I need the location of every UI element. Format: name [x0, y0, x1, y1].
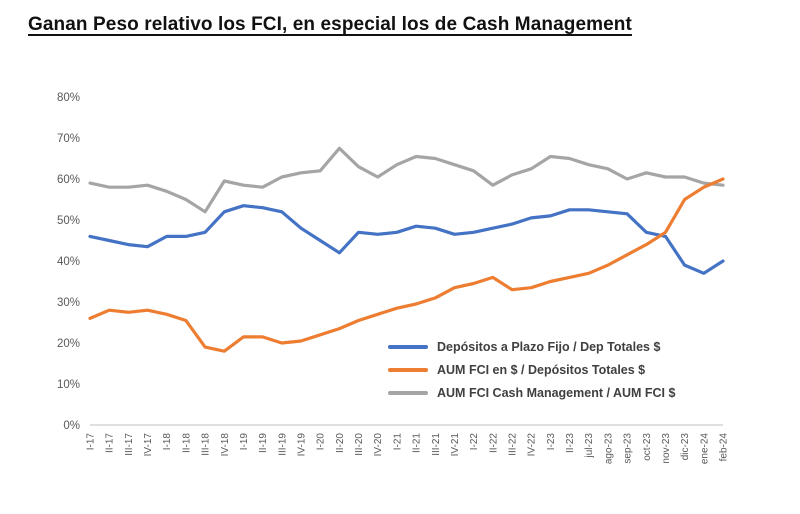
svg-text:dic-23: dic-23 — [680, 433, 691, 461]
svg-text:IV-21: IV-21 — [450, 433, 461, 457]
svg-text:II-22: II-22 — [488, 433, 499, 453]
chart-canvas: 0% 10% 20% 30% 40% 50% 60% 70% 80% I-17 II-17 III-1… — [57, 92, 730, 465]
legend-item-cash-management: AUM FCI Cash Management / AUM FCI $ — [388, 386, 675, 400]
line-chart: 0% 10% 20% 30% 40% 50% 60% 70% 80% I-17 II-17 III-1… — [28, 62, 773, 502]
chart-title: Ganan Peso relativo los FCI, en especial… — [28, 14, 632, 35]
svg-text:ago-23: ago-23 — [603, 433, 614, 465]
svg-text:III-18: III-18 — [201, 433, 212, 456]
svg-text:III-22: III-22 — [508, 433, 519, 456]
svg-text:I-19: I-19 — [239, 433, 250, 451]
legend-swatch-gray — [388, 391, 428, 395]
svg-text:III-19: III-19 — [277, 433, 288, 456]
legend-label: AUM FCI Cash Management / AUM FCI $ — [437, 386, 676, 400]
svg-text:I-17: I-17 — [86, 433, 97, 451]
legend-swatch-orange — [388, 368, 428, 372]
chart-legend: Depósitos a Plazo Fijo / Dep Totales $ A… — [388, 340, 675, 400]
svg-text:I-22: I-22 — [469, 433, 480, 451]
legend-swatch-blue — [388, 345, 428, 349]
svg-text:IV-19: IV-19 — [297, 433, 308, 457]
svg-text:I-20: I-20 — [316, 433, 327, 451]
svg-text:80%: 80% — [57, 92, 80, 104]
svg-text:I-23: I-23 — [546, 433, 557, 451]
svg-text:III-17: III-17 — [124, 433, 135, 456]
svg-text:II-21: II-21 — [412, 433, 423, 453]
svg-text:sep-23: sep-23 — [623, 433, 634, 464]
svg-text:40%: 40% — [57, 256, 80, 268]
legend-item-depositos: Depósitos a Plazo Fijo / Dep Totales $ — [388, 340, 675, 354]
legend-label: Depósitos a Plazo Fijo / Dep Totales $ — [437, 340, 661, 354]
svg-text:ene-24: ene-24 — [699, 433, 710, 465]
svg-text:III-20: III-20 — [354, 433, 365, 456]
svg-text:IV-17: IV-17 — [143, 433, 154, 457]
svg-text:I-18: I-18 — [162, 433, 173, 451]
svg-text:IV-18: IV-18 — [220, 433, 231, 457]
svg-text:70%: 70% — [57, 133, 80, 145]
svg-text:nov-23: nov-23 — [661, 433, 672, 464]
svg-text:II-18: II-18 — [181, 433, 192, 453]
svg-text:10%: 10% — [57, 379, 80, 391]
svg-text:III-21: III-21 — [431, 433, 442, 456]
svg-text:IV-20: IV-20 — [373, 433, 384, 457]
svg-text:II-20: II-20 — [335, 433, 346, 453]
svg-text:20%: 20% — [57, 338, 80, 350]
svg-text:I-21: I-21 — [392, 433, 403, 451]
svg-text:II-17: II-17 — [105, 433, 116, 453]
svg-text:0%: 0% — [63, 420, 80, 432]
svg-text:II-19: II-19 — [258, 433, 269, 453]
svg-text:II-23: II-23 — [565, 433, 576, 453]
svg-text:60%: 60% — [57, 174, 80, 186]
svg-text:30%: 30% — [57, 297, 80, 309]
svg-text:IV-22: IV-22 — [527, 433, 538, 457]
legend-label: AUM FCI en $ / Depósitos Totales $ — [437, 363, 646, 377]
svg-text:oct-23: oct-23 — [642, 433, 653, 461]
legend-item-aum-fci: AUM FCI en $ / Depósitos Totales $ — [388, 363, 675, 377]
svg-text:feb-24: feb-24 — [719, 433, 730, 462]
svg-text:50%: 50% — [57, 215, 80, 227]
svg-text:jul-23: jul-23 — [584, 433, 595, 459]
